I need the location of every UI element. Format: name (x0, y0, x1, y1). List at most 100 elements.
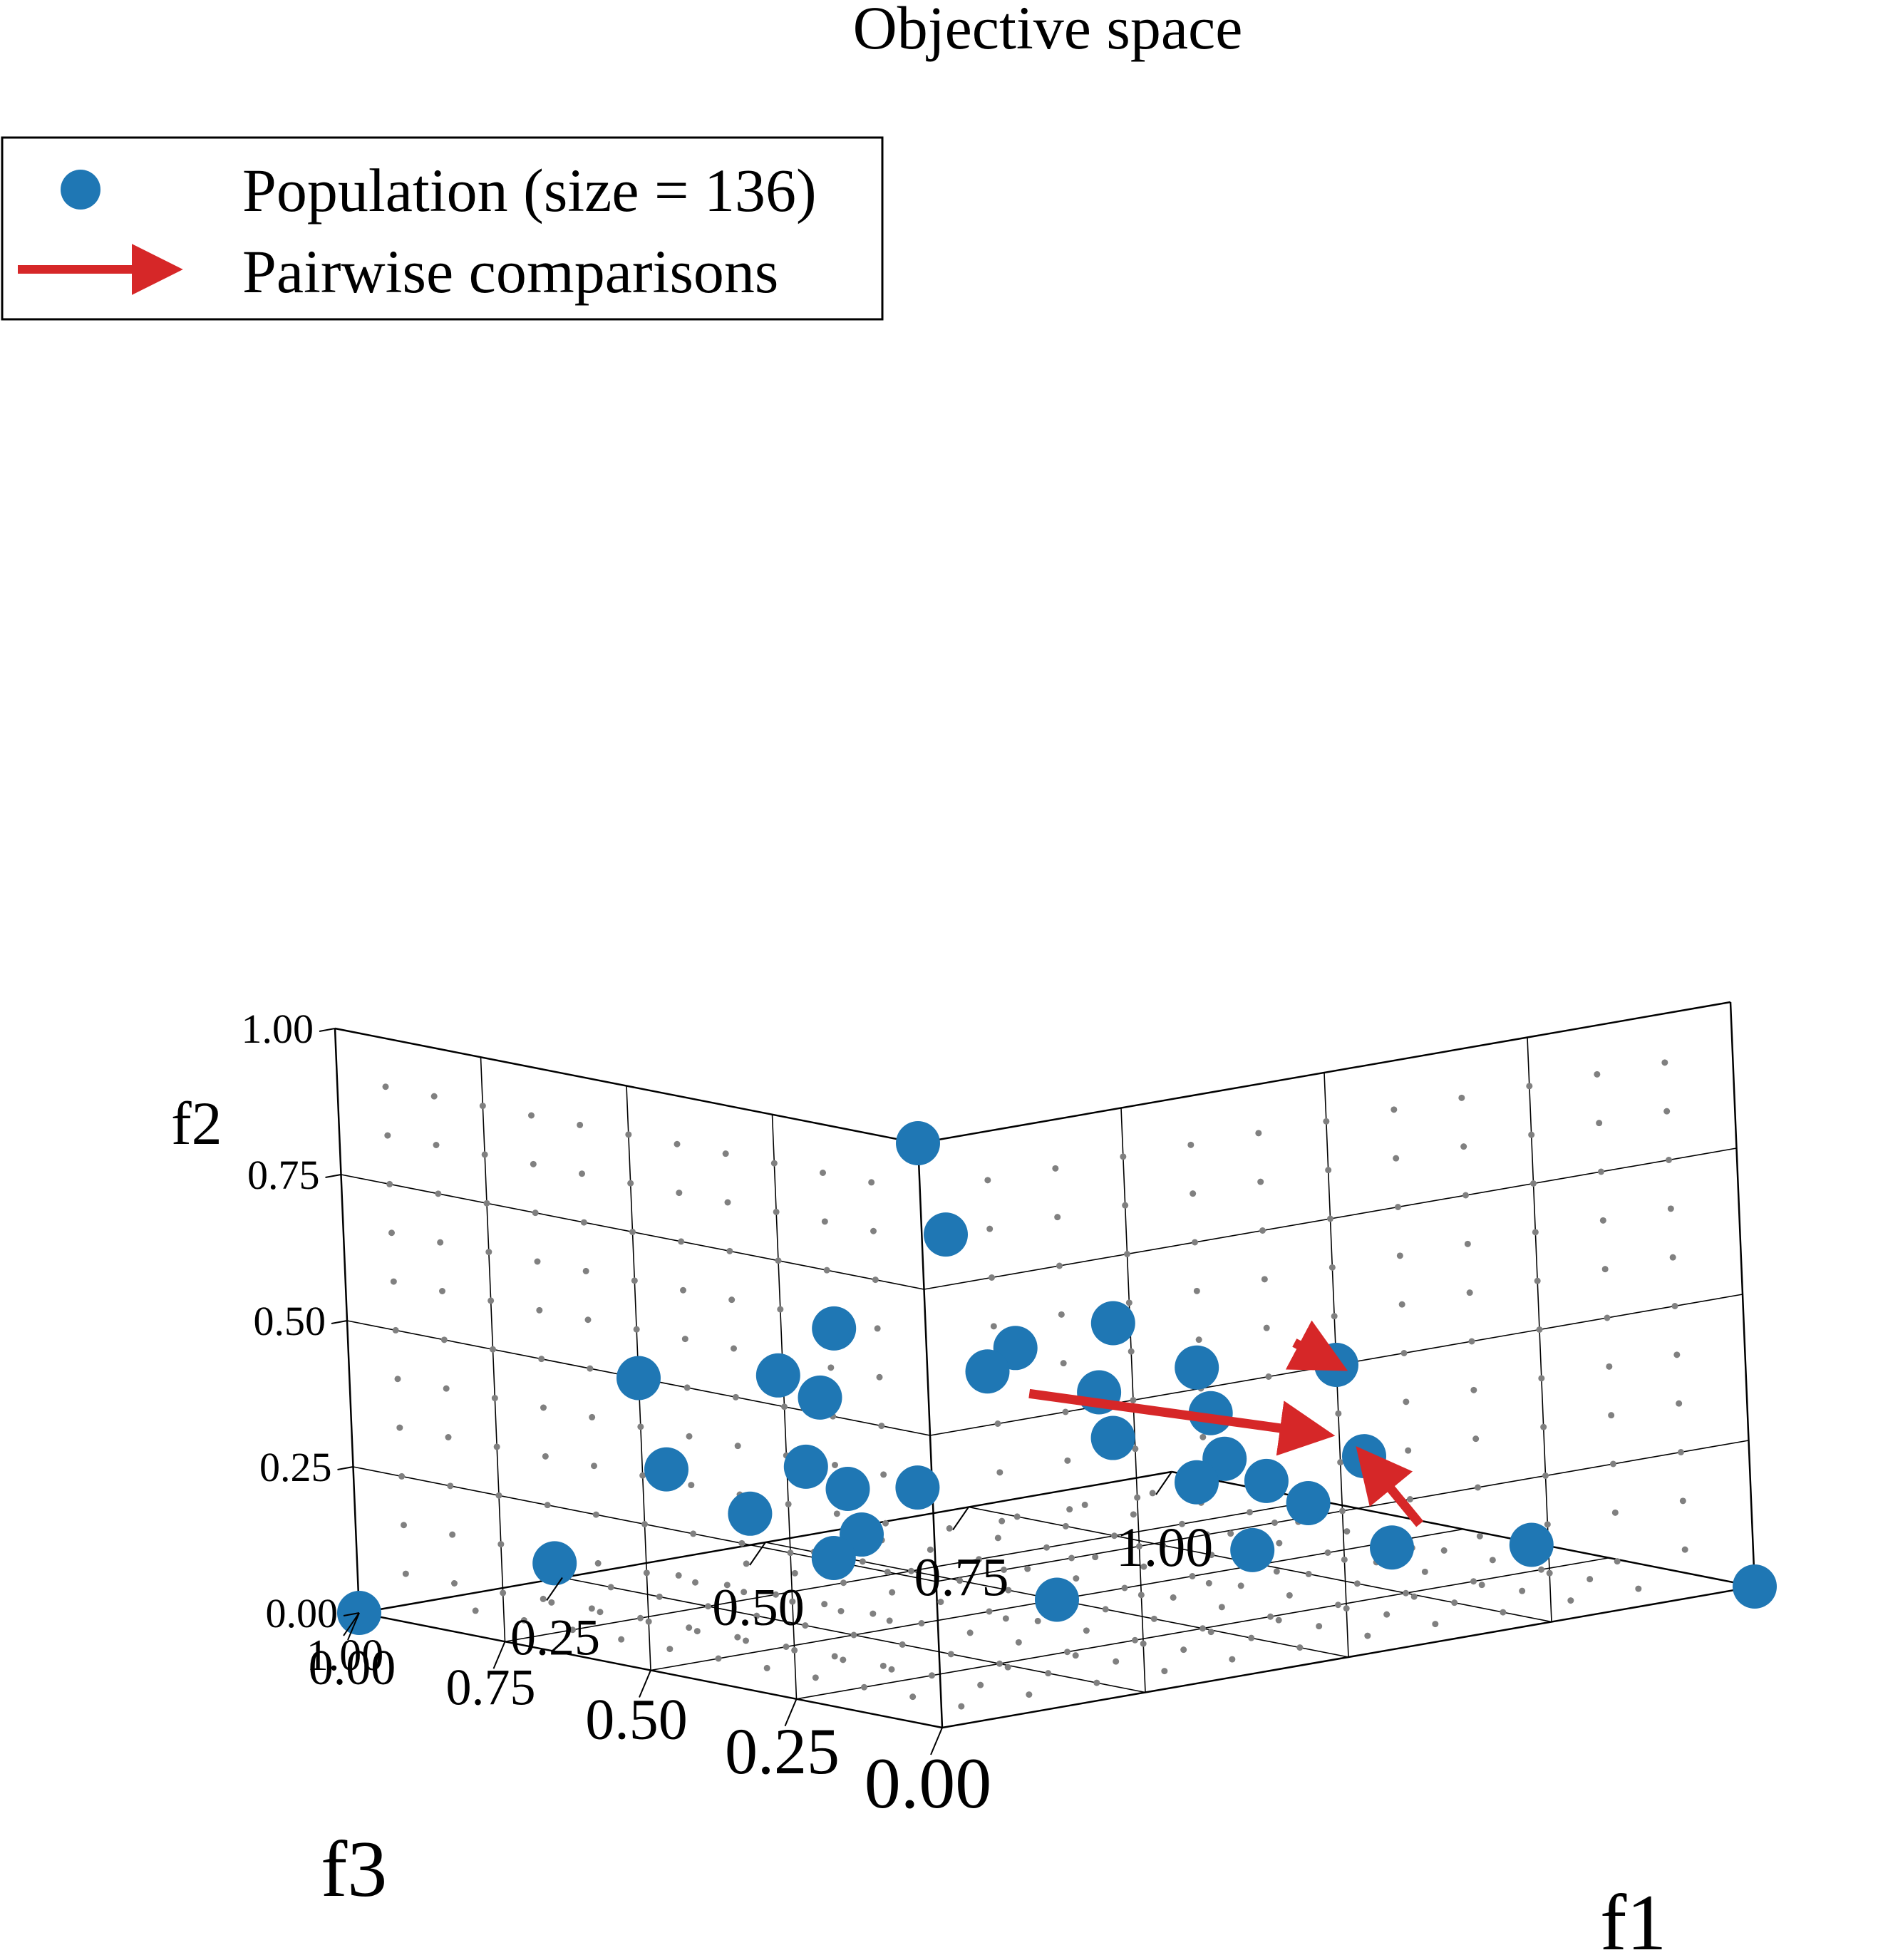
background-point (833, 1510, 840, 1517)
background-point (681, 1336, 688, 1343)
background-point (1610, 1460, 1616, 1468)
background-point (1489, 1557, 1496, 1564)
legend: Population (size = 136) Pairwise compari… (1, 136, 884, 321)
background-point (1663, 1108, 1671, 1115)
background-point (1331, 1313, 1338, 1320)
population-point (1035, 1577, 1079, 1622)
background-point (451, 1580, 458, 1587)
background-point (544, 1502, 551, 1509)
background-point (1267, 1613, 1274, 1620)
background-point (783, 1644, 790, 1650)
background-point (676, 1190, 683, 1197)
f3-axis-label: f3 (321, 1825, 387, 1914)
background-point (1187, 1141, 1195, 1148)
population-point (1175, 1460, 1219, 1505)
background-point (1189, 1573, 1196, 1579)
background-point (763, 1664, 770, 1671)
background-point (1179, 1520, 1185, 1527)
background-point (859, 1558, 866, 1565)
background-point (878, 1423, 885, 1430)
background-point (870, 1227, 877, 1234)
background-point (637, 1423, 644, 1430)
background-point (1093, 1679, 1100, 1686)
background-point (1536, 1326, 1543, 1333)
background-point (1327, 1215, 1333, 1222)
background-point (597, 1609, 604, 1616)
background-point (837, 1608, 845, 1614)
background-point (631, 1277, 638, 1284)
background-point (868, 1179, 875, 1186)
background-point (1120, 1153, 1127, 1160)
background-point (999, 1517, 1006, 1525)
background-point (1190, 1190, 1197, 1197)
background-point (401, 1522, 407, 1529)
background-point (832, 1462, 838, 1468)
background-point (823, 1267, 830, 1274)
background-point (1403, 1398, 1410, 1405)
background-point (723, 1582, 731, 1589)
background-point (1526, 1083, 1533, 1090)
background-point (584, 1316, 592, 1324)
f2-tick-label: 0.50 (254, 1298, 326, 1344)
tick-mark (319, 1028, 336, 1032)
population-point (895, 1465, 940, 1510)
background-point (1192, 1239, 1198, 1246)
tick-mark (337, 1466, 354, 1470)
background-point (528, 1112, 535, 1119)
background-point (520, 1616, 527, 1624)
background-point (1403, 1589, 1409, 1597)
background-point (1604, 1314, 1611, 1321)
background-point (1676, 1400, 1683, 1407)
background-point (1421, 1568, 1428, 1575)
background-point (487, 1297, 495, 1304)
population-point (965, 1349, 1010, 1394)
background-point (1400, 1350, 1408, 1356)
background-point (947, 1651, 954, 1658)
background-point (777, 1306, 784, 1313)
background-point (394, 1376, 401, 1383)
background-point (827, 1364, 835, 1371)
population-point (1370, 1525, 1414, 1570)
population-point (616, 1356, 661, 1401)
background-point (1125, 1299, 1133, 1306)
background-point (1261, 1276, 1268, 1283)
background-point (946, 1525, 953, 1532)
background-point (483, 1200, 490, 1207)
background-point (1472, 1435, 1480, 1443)
background-point (1538, 1375, 1545, 1382)
background-point (802, 1622, 809, 1629)
background-point (1528, 1131, 1535, 1138)
background-point (1451, 1599, 1458, 1606)
background-point (990, 1323, 997, 1330)
background-points (382, 1059, 1688, 1710)
background-point (705, 1603, 711, 1610)
background-point (1667, 1205, 1674, 1212)
background-point (1062, 1408, 1069, 1415)
f1-tick-label: 0.50 (712, 1579, 805, 1637)
comparison-arrow (1028, 1388, 1336, 1456)
background-point (1064, 1649, 1070, 1656)
population-point (811, 1536, 856, 1580)
background-point (548, 1599, 555, 1606)
background-point (840, 1656, 847, 1664)
background-point (1150, 1615, 1157, 1622)
background-point (643, 1569, 650, 1577)
background-point (607, 1584, 614, 1591)
background-point (485, 1249, 492, 1256)
background-point (1170, 1594, 1177, 1601)
background-point (820, 1170, 826, 1176)
background-point (1296, 1644, 1304, 1651)
tick-mark (546, 1577, 563, 1601)
background-point (443, 1385, 450, 1392)
tick-mark (331, 1320, 348, 1324)
background-point (384, 1132, 391, 1139)
background-point (1339, 1507, 1346, 1515)
background-point (1470, 1386, 1477, 1393)
background-point (976, 1556, 982, 1563)
background-point (872, 1276, 879, 1284)
background-point (909, 1693, 917, 1701)
background-point (1519, 1587, 1526, 1594)
background-point (1410, 1593, 1418, 1600)
background-point (1587, 1576, 1594, 1583)
